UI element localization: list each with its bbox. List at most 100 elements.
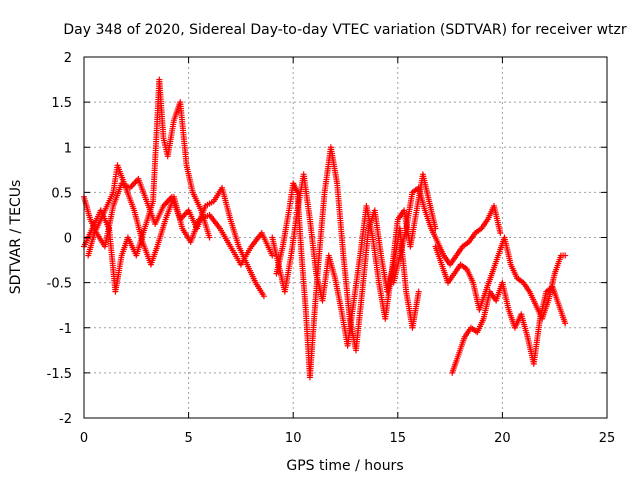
interpolated-points (531, 317, 543, 365)
interpolated-points (461, 240, 471, 249)
interpolated-points (133, 227, 148, 257)
interpolated-points (81, 195, 93, 221)
interpolated-points (198, 212, 211, 222)
y-tick-label: 2 (64, 51, 72, 66)
interpolated-points (92, 213, 105, 234)
interpolated-points (456, 335, 468, 356)
interpolated-points (552, 254, 564, 275)
interpolated-points (219, 186, 233, 221)
interpolated-points (469, 325, 479, 335)
interpolated-points (481, 290, 493, 320)
interpolated-points (483, 272, 495, 293)
interpolated-points (477, 290, 488, 311)
interpolated-points (332, 277, 344, 311)
interpolated-points (446, 272, 457, 284)
interpolated-points (165, 119, 177, 158)
interpolated-points (539, 299, 551, 320)
interpolated-points (340, 254, 353, 320)
interpolated-points (245, 263, 258, 284)
axis-ticks: 0 5 10 15 20 25 -2 -1.5 -1 -0.5 0 0.5 1 1.5 2 (47, 51, 616, 446)
interpolated-points (326, 254, 338, 280)
data-point (497, 229, 504, 236)
interpolated-points (464, 268, 476, 284)
interpolated-points (556, 304, 568, 325)
interpolated-points (269, 236, 282, 266)
chart-title: Day 348 of 2020, Sidereal Day-to-day VTE… (63, 22, 627, 38)
series-sat-track-6 (390, 184, 504, 286)
data-points (81, 76, 569, 381)
y-tick-label: -2 (59, 412, 72, 427)
y-tick-label: 1.5 (51, 96, 72, 111)
interpolated-points (382, 272, 395, 320)
data-point (206, 234, 213, 241)
interpolated-points (391, 254, 403, 284)
data-point (562, 252, 569, 259)
interpolated-points (112, 254, 125, 293)
y-tick-label: 0 (64, 232, 72, 247)
interpolated-points (218, 227, 233, 248)
interpolated-points (397, 227, 409, 257)
interpolated-points (435, 240, 446, 257)
data-point (562, 320, 569, 327)
interpolated-points (397, 227, 409, 293)
interpolated-points (508, 263, 520, 280)
interpolated-points (479, 218, 490, 230)
interpolated-points (239, 245, 254, 266)
interpolated-points (353, 290, 366, 352)
interpolated-points (363, 205, 376, 239)
interpolated-points (190, 191, 204, 212)
x-tick-label: 25 (599, 431, 616, 446)
interpolated-points (204, 199, 215, 208)
interpolated-points (426, 200, 438, 230)
interpolated-points (183, 164, 196, 194)
x-tick-label: 15 (390, 431, 407, 446)
interpolated-points (433, 245, 445, 266)
interpolated-points (188, 218, 202, 243)
series-sat-track-8 (432, 234, 569, 322)
interpolated-points (489, 254, 501, 275)
interpolated-points (136, 177, 149, 203)
interpolated-points (409, 290, 422, 329)
interpolated-points (153, 204, 166, 225)
x-tick-label: 0 (80, 431, 88, 446)
interpolated-points (142, 200, 156, 230)
interpolated-points (359, 227, 372, 293)
series-sat-track-3 (85, 162, 276, 268)
y-axis-label: SDTVAR / TECUs (8, 180, 24, 295)
interpolated-points (291, 182, 300, 194)
interpolated-points (501, 236, 514, 266)
interpolated-points (403, 191, 416, 230)
interpolated-points (545, 272, 558, 302)
interpolated-points (422, 209, 434, 230)
interpolated-points (499, 281, 512, 311)
data-point (269, 252, 276, 259)
interpolated-points (111, 182, 124, 207)
interpolated-points (288, 209, 301, 257)
interpolated-points (253, 281, 266, 298)
interpolated-points (156, 78, 167, 140)
interpolated-points (131, 209, 146, 243)
interpolated-points (100, 191, 116, 216)
interpolated-points (473, 226, 483, 235)
interpolated-points (298, 254, 309, 311)
interpolated-points (171, 195, 185, 230)
y-tick-label: 0.5 (51, 186, 72, 201)
series-sat-track-2 (81, 76, 213, 295)
interpolated-points (448, 254, 459, 266)
interpolated-points (334, 182, 347, 257)
interpolated-points (449, 353, 461, 374)
x-axis-label: GPS time / hours (286, 458, 403, 474)
interpolated-points (154, 218, 168, 248)
interpolated-points (429, 227, 440, 244)
interpolated-points (315, 191, 328, 266)
data-point (415, 288, 422, 295)
interpolated-points (527, 290, 538, 307)
interpolated-points (328, 146, 340, 185)
x-tick-label: 10 (285, 431, 302, 446)
interpolated-points (462, 326, 473, 338)
interpolated-points (344, 299, 357, 347)
interpolated-points (300, 173, 313, 221)
interpolated-points (307, 218, 319, 275)
x-tick-label: 5 (184, 431, 192, 446)
interpolated-points (411, 185, 421, 195)
